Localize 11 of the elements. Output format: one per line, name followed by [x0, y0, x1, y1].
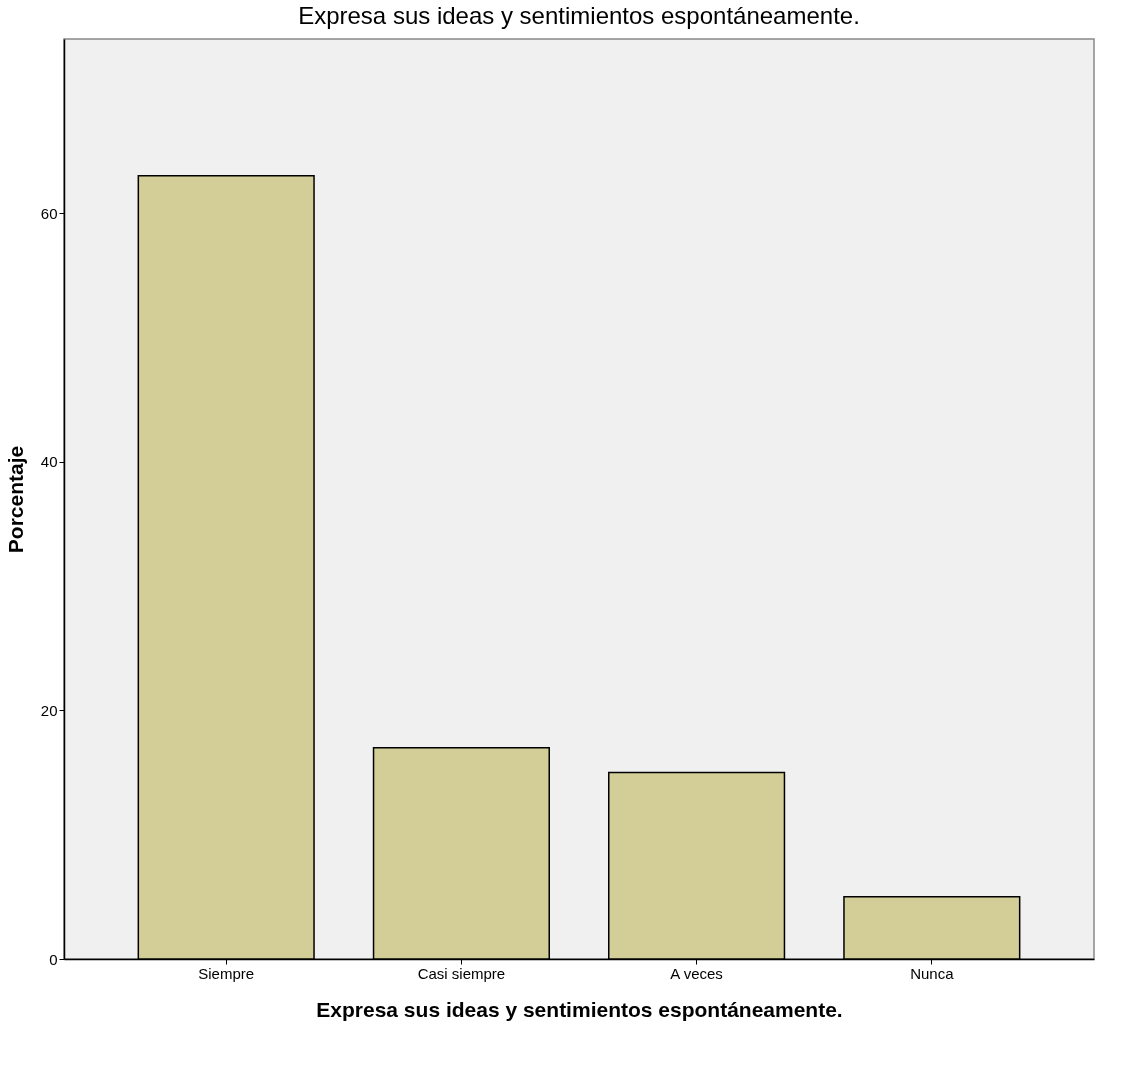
y-tick-label: 20 — [40, 701, 58, 719]
x-tick-label: Siempre — [198, 964, 255, 982]
y-tick-label: 0 — [49, 950, 58, 968]
y-tick-label: 60 — [40, 204, 58, 222]
y-tick-label: 40 — [40, 453, 58, 471]
x-tick-label: Casi siempre — [417, 964, 506, 982]
x-tick-label: A veces — [670, 964, 723, 982]
x-axis-title: Expresa sus ideas y sentimientos espontáneamente. — [316, 997, 843, 1021]
y-axis-title: Porcentaje — [3, 445, 27, 554]
x-tick-label: Nunca — [910, 964, 955, 982]
chart-title: Expresa sus ideas y sentimientos espontáneamente. — [298, 2, 860, 29]
